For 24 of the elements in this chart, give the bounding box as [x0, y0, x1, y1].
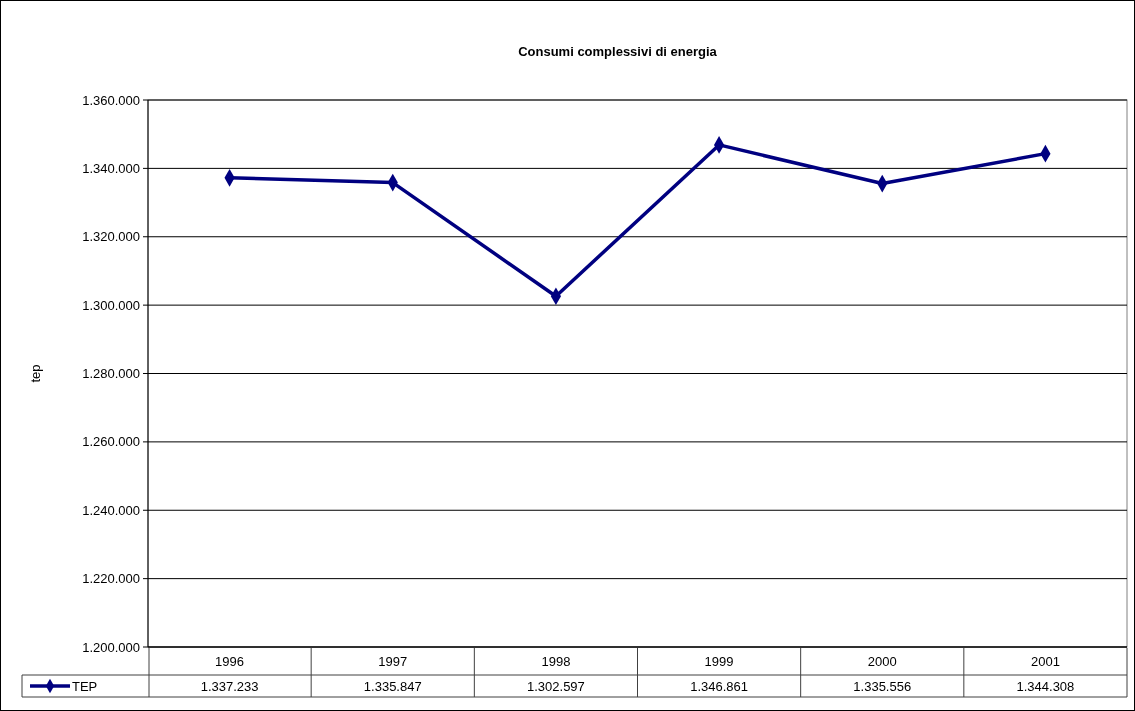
- y-tick-label: 1.300.000: [82, 297, 140, 313]
- x-tick-label: 2001: [1030, 653, 1060, 669]
- y-tick-label: 1.360.000: [82, 92, 140, 108]
- legend-label: TEP: [72, 678, 98, 694]
- chart-title: Consumi complessivi di energia: [518, 44, 718, 59]
- y-tick-label: 1.340.000: [82, 160, 140, 176]
- y-tick-label: 1.320.000: [82, 229, 140, 245]
- data-label: 1.337.233: [200, 678, 259, 694]
- x-tick-label: 1998: [541, 653, 571, 669]
- data-label: 1.335.847: [363, 678, 422, 694]
- data-label: 1.302.597: [526, 678, 585, 694]
- x-tick-label: 1997: [378, 653, 408, 669]
- x-tick-label: 2000: [867, 653, 897, 669]
- y-tick-label: 1.220.000: [82, 571, 140, 587]
- y-tick-label: 1.240.000: [82, 502, 140, 518]
- y-tick-label: 1.260.000: [82, 434, 140, 450]
- y-axis-title: tep: [28, 364, 43, 383]
- x-tick-label: 1996: [215, 653, 245, 669]
- y-tick-label: 1.200.000: [82, 639, 140, 655]
- y-tick-label: 1.280.000: [82, 366, 140, 382]
- data-label: 1.346.861: [690, 678, 749, 694]
- data-label: 1.335.556: [853, 678, 912, 694]
- x-tick-label: 1999: [704, 653, 734, 669]
- data-label: 1.344.308: [1016, 678, 1075, 694]
